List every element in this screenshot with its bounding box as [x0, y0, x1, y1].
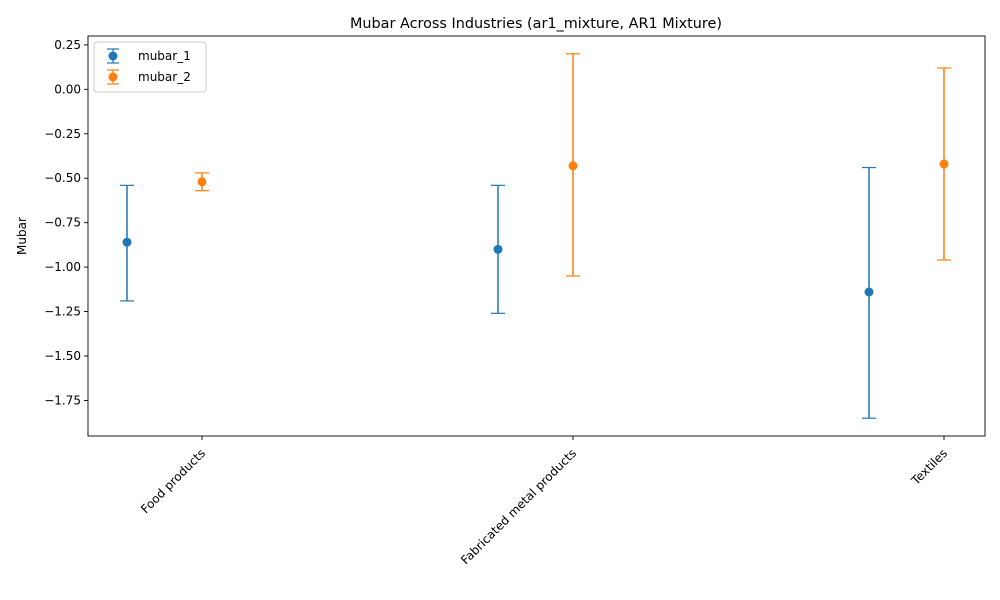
plot-frame: [87, 35, 986, 437]
y-tick-label: −1.00: [44, 260, 81, 274]
data-point-mubar_1-1: [493, 244, 503, 254]
plot-area: [120, 53, 951, 419]
errorbar-mubar_2-0: [195, 172, 209, 192]
data-point-mubar_2-1: [568, 161, 578, 171]
x-tick-label: Textiles: [908, 446, 950, 488]
data-point-mubar_1-0: [122, 237, 132, 247]
y-tick-label: −0.25: [44, 127, 81, 141]
y-tick-label: −0.50: [44, 171, 81, 185]
y-tick-label: −0.75: [44, 216, 81, 230]
legend-marker: [108, 51, 118, 61]
errorbar-mubar_2-2: [937, 67, 951, 261]
legend-label: mubar_2: [138, 70, 191, 84]
y-tick-label: −1.75: [44, 393, 81, 407]
errorbar-mubar_1-2: [862, 166, 876, 419]
y-tick-label: 0.25: [54, 38, 81, 52]
errorbar-mubar_1-0: [120, 184, 134, 302]
y-tick-label: 0.00: [54, 82, 81, 96]
errorbar-mubar_2-1: [566, 53, 580, 277]
legend: mubar_1 mubar_2: [93, 41, 207, 93]
data-point-mubar_2-0: [197, 177, 207, 187]
x-tick-label: Food products: [138, 446, 208, 516]
y-tick-label: −1.50: [44, 349, 81, 363]
y-tick-label: −1.25: [44, 305, 81, 319]
legend-marker: [108, 72, 118, 82]
axes: 0.25 0.00 −0.25 −0.50 −0.75 −1.00 −1.25 −1.50 −1…: [44, 35, 986, 567]
legend-label: mubar_1: [138, 49, 191, 63]
legend-frame: [93, 41, 207, 93]
chart-title: Mubar Across Industries (ar1_mixture, AR…: [350, 16, 722, 32]
legend-item-mubar_2: mubar_2: [107, 69, 191, 85]
errorbar-mubar_1-1: [491, 184, 505, 314]
y-axis-label: Mubar: [15, 217, 29, 255]
data-point-mubar_2-2: [939, 159, 949, 169]
data-point-mubar_1-2: [864, 287, 874, 297]
x-tick-label: Fabricated metal products: [458, 446, 579, 567]
legend-item-mubar_1: mubar_1: [107, 48, 191, 64]
